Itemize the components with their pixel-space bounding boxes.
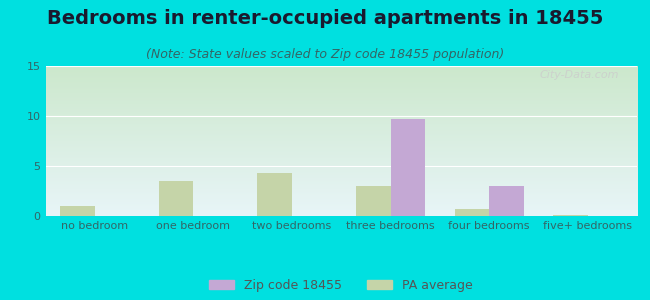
Legend: Zip code 18455, PA average: Zip code 18455, PA average: [204, 274, 478, 297]
Text: (Note: State values scaled to Zip code 18455 population): (Note: State values scaled to Zip code 1…: [146, 48, 504, 61]
Bar: [159, 181, 194, 216]
Text: Bedrooms in renter-occupied apartments in 18455: Bedrooms in renter-occupied apartments i…: [47, 9, 603, 28]
Bar: [356, 186, 391, 216]
Bar: [553, 214, 588, 216]
Bar: [489, 186, 524, 216]
Bar: [454, 209, 489, 216]
Bar: [391, 119, 425, 216]
Text: City-Data.com: City-Data.com: [540, 70, 619, 80]
Bar: [60, 206, 95, 216]
Bar: [257, 173, 292, 216]
